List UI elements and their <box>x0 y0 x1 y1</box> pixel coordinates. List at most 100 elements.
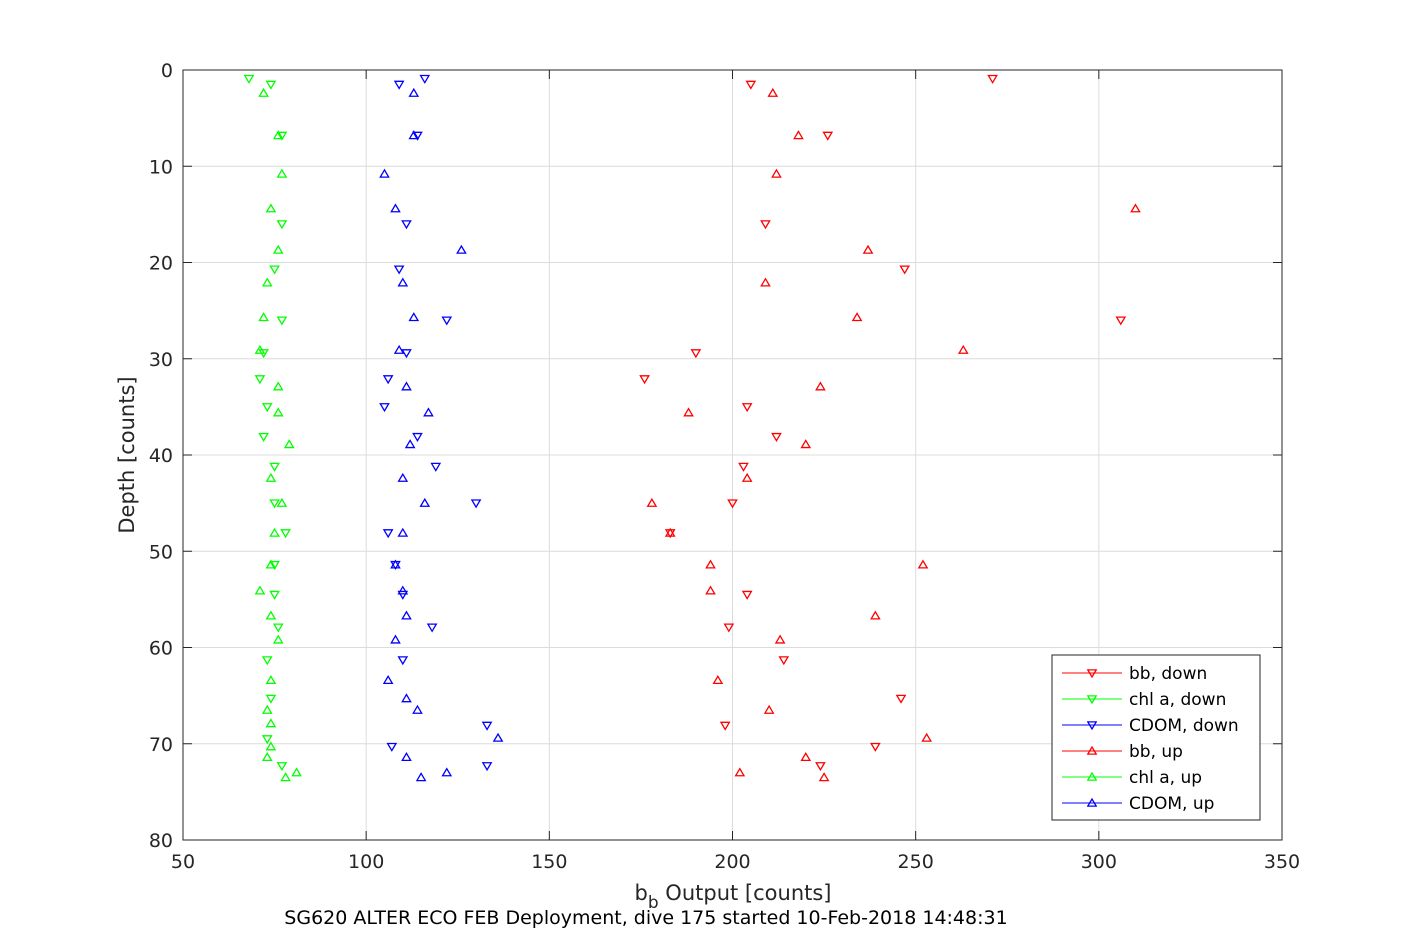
data-point <box>280 772 291 782</box>
data-point <box>258 312 269 322</box>
data-point <box>412 432 423 442</box>
data-point <box>862 244 874 254</box>
data-point <box>269 560 280 570</box>
data-point <box>272 407 284 417</box>
data-point <box>763 704 775 714</box>
y-tick-label: 60 <box>149 638 173 660</box>
legend-marker <box>1086 695 1098 705</box>
data-point <box>895 694 907 704</box>
x-tick-label: 150 <box>531 851 567 873</box>
y-axis-label: Depth [counts] <box>115 376 139 533</box>
data-point <box>767 87 779 97</box>
data-point <box>265 694 277 704</box>
legend-box <box>1051 654 1261 821</box>
data-point <box>822 131 834 141</box>
data-point <box>280 529 291 539</box>
x-axis-label-rest: Output [counts] <box>659 881 832 905</box>
x-tick-label: 250 <box>898 851 934 873</box>
data-point <box>771 168 782 178</box>
data-point <box>272 381 284 391</box>
data-point <box>723 623 735 633</box>
data-point <box>269 499 280 509</box>
data-point <box>1130 203 1141 213</box>
data-point <box>283 439 295 449</box>
data-point <box>261 735 273 745</box>
data-point <box>401 381 412 391</box>
data-point <box>276 316 288 326</box>
data-point <box>272 130 284 140</box>
y-tick-label: 40 <box>149 445 173 467</box>
axis-ticks: 50 100 150 200 250 300 350 0 10 20 30 40 50 60 70 80 <box>149 60 1300 873</box>
data-point <box>390 634 401 644</box>
data-point <box>793 130 804 140</box>
data-point <box>386 742 398 752</box>
data-point <box>390 203 401 213</box>
data-point <box>261 277 273 287</box>
data-point <box>470 499 482 509</box>
data-point <box>664 527 676 537</box>
data-point <box>272 244 284 254</box>
data-point <box>265 741 277 751</box>
legend-label: chl a, up <box>1129 768 1202 788</box>
data-point <box>254 375 266 385</box>
legend-label: bb, up <box>1129 742 1183 762</box>
data-point <box>430 462 442 472</box>
x-tick-label: 100 <box>348 851 384 873</box>
data-point <box>265 203 277 213</box>
data-point <box>276 168 288 178</box>
data-point <box>390 559 401 569</box>
data-point <box>243 74 255 84</box>
data-point <box>401 751 412 762</box>
data-point <box>441 767 453 777</box>
data-point <box>393 344 405 354</box>
data-point <box>261 704 273 714</box>
data-point <box>265 610 277 620</box>
data-point <box>760 277 771 287</box>
data-point <box>921 732 932 742</box>
x-tick-label: 200 <box>714 851 750 873</box>
data-point <box>397 590 409 600</box>
data-point <box>741 472 753 482</box>
data-point <box>419 497 431 507</box>
data-point <box>818 772 830 782</box>
y-tick-label: 80 <box>149 830 173 852</box>
data-point <box>412 704 423 714</box>
data-point <box>254 344 266 354</box>
legend: bb, down chl a, down CDOM, down bb, up chl a… <box>1051 654 1261 821</box>
legend-label: bb, down <box>1129 664 1207 684</box>
data-point <box>261 751 273 762</box>
data-point <box>382 529 394 539</box>
data-point <box>481 762 493 772</box>
data-point <box>481 721 493 731</box>
data-point <box>401 610 412 620</box>
chart-caption: SG620 ALTER ECO FEB Deployment, dive 175… <box>284 907 1007 929</box>
data-point <box>269 527 280 537</box>
data-point <box>397 585 409 595</box>
data-point <box>276 131 288 141</box>
y-tick-label: 30 <box>149 349 173 371</box>
data-point <box>727 499 738 509</box>
data-point <box>705 559 716 569</box>
data-point <box>870 610 881 620</box>
data-point <box>265 718 277 728</box>
data-point <box>276 762 288 772</box>
data-point <box>719 721 731 731</box>
x-axis-label: bb Output [counts] <box>634 881 831 913</box>
data-point <box>269 590 280 600</box>
data-point <box>408 312 420 322</box>
data-point <box>379 168 390 178</box>
data-point <box>800 751 812 762</box>
legend-marker <box>1086 771 1098 781</box>
data-point <box>408 130 420 140</box>
data-point <box>987 74 998 84</box>
data-point <box>639 375 650 385</box>
legend-marker <box>1086 669 1098 679</box>
data-point <box>815 381 826 391</box>
data-point <box>851 312 863 322</box>
data-point <box>254 585 266 595</box>
y-tick-label: 0 <box>161 60 173 82</box>
data-point <box>899 265 911 275</box>
legend-marker <box>1086 721 1098 731</box>
data-point <box>800 439 812 449</box>
